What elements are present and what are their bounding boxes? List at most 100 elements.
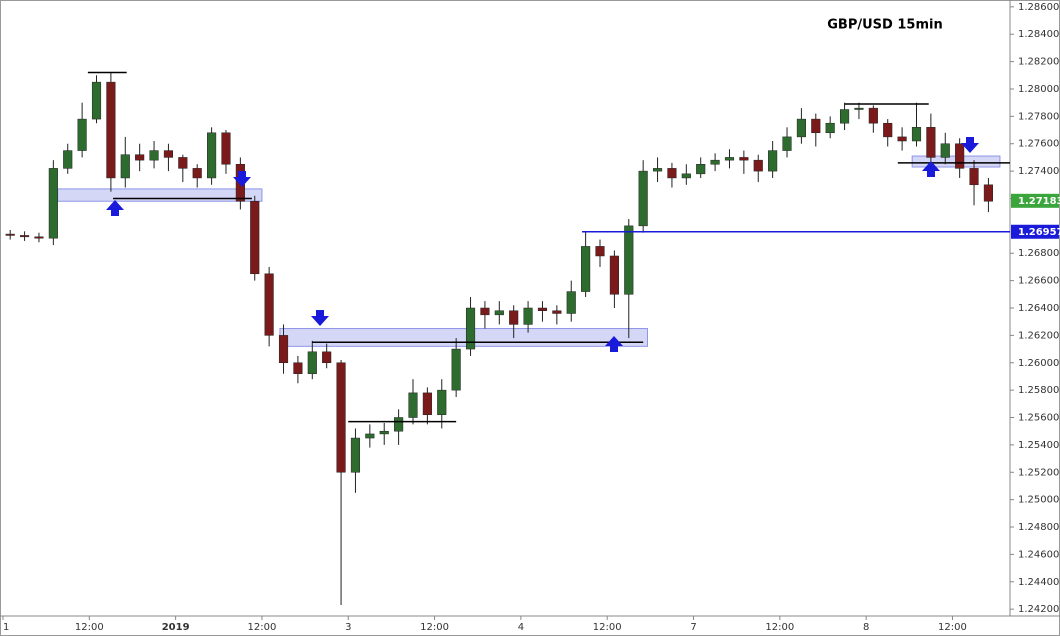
y-tick-label: 1.25400 bbox=[1018, 440, 1059, 451]
candle-body bbox=[753, 159, 763, 172]
candle-body bbox=[437, 389, 447, 416]
candle-body bbox=[796, 118, 806, 138]
price-label: 1.26957 bbox=[1018, 227, 1060, 238]
y-tick-label: 1.28600 bbox=[1018, 2, 1059, 13]
candle-body bbox=[638, 170, 648, 227]
candle-body bbox=[566, 291, 576, 314]
x-tick-label: 12:00 bbox=[75, 622, 104, 633]
candle-body bbox=[77, 118, 87, 151]
candle-body bbox=[192, 168, 202, 179]
candle-body bbox=[149, 150, 159, 161]
x-tick-label: 2019 bbox=[162, 622, 190, 633]
candle-body bbox=[264, 273, 274, 336]
arrow-down bbox=[233, 171, 251, 187]
candle-body bbox=[106, 81, 116, 179]
y-tick-label: 1.28200 bbox=[1018, 57, 1059, 68]
candle-body bbox=[969, 168, 979, 186]
x-tick-label: 12:00 bbox=[765, 622, 794, 633]
y-tick-label: 1.25800 bbox=[1018, 385, 1059, 396]
candle-body bbox=[609, 255, 619, 295]
candle-body bbox=[883, 122, 893, 138]
x-tick-label: 7 bbox=[690, 622, 696, 633]
candle-body bbox=[221, 132, 231, 165]
y-tick-label: 1.27600 bbox=[1018, 139, 1059, 150]
candle-body bbox=[48, 168, 58, 239]
candle-body bbox=[34, 236, 44, 239]
y-tick-label: 1.27400 bbox=[1018, 166, 1059, 177]
y-tick-label: 1.26000 bbox=[1018, 358, 1059, 369]
plot bbox=[5, 71, 1010, 606]
candle-body bbox=[811, 118, 821, 134]
x-tick-label: 3 bbox=[345, 622, 351, 633]
candle-body bbox=[365, 433, 375, 439]
candle-body bbox=[839, 109, 850, 124]
y-tick-label: 1.25600 bbox=[1018, 413, 1059, 424]
candle-body bbox=[379, 430, 389, 435]
x-tick-label: 12:00 bbox=[248, 622, 277, 633]
candle-body bbox=[624, 225, 634, 295]
x-tick-label: 12:00 bbox=[420, 622, 449, 633]
candle-body bbox=[509, 310, 519, 325]
candle-body bbox=[422, 392, 432, 416]
price-label-box bbox=[1011, 224, 1059, 239]
candle-body bbox=[897, 136, 907, 142]
candle-body bbox=[91, 81, 102, 120]
x-tick-label: 1 bbox=[3, 622, 9, 633]
x-tick-label: 12:00 bbox=[593, 622, 622, 633]
candle-body bbox=[552, 310, 562, 314]
candle-body bbox=[250, 200, 260, 275]
candle-body bbox=[652, 168, 663, 172]
arrow-up bbox=[922, 161, 940, 177]
candle-body bbox=[523, 307, 533, 325]
candle-body bbox=[322, 351, 332, 364]
y-tick-label: 1.24800 bbox=[1018, 522, 1059, 533]
y-tick-label: 1.26400 bbox=[1018, 303, 1059, 314]
zone bbox=[279, 328, 648, 347]
candle-body bbox=[120, 154, 130, 179]
candle-body bbox=[63, 150, 73, 169]
arrows bbox=[106, 137, 979, 352]
zone bbox=[57, 188, 263, 202]
candle-body bbox=[681, 173, 691, 179]
candle-body bbox=[408, 392, 418, 418]
candle-body bbox=[667, 168, 677, 179]
candle-body bbox=[20, 235, 30, 238]
price-label-box bbox=[1011, 193, 1059, 208]
candle-body bbox=[581, 246, 591, 292]
y-tick-label: 1.24400 bbox=[1018, 577, 1059, 588]
candle-body bbox=[940, 143, 950, 158]
y-tick-label: 1.25000 bbox=[1018, 495, 1059, 506]
candle-body bbox=[911, 127, 922, 142]
candle-body bbox=[983, 184, 993, 202]
candle-body bbox=[135, 154, 145, 161]
x-tick-label: 12:00 bbox=[938, 622, 967, 633]
candle-body bbox=[782, 136, 792, 151]
y-tick-label: 1.26800 bbox=[1018, 248, 1059, 259]
price-label: 1.27183 bbox=[1018, 196, 1060, 207]
y-tick-label: 1.24200 bbox=[1018, 604, 1059, 615]
candle-body bbox=[825, 122, 835, 134]
arrow-up bbox=[605, 336, 623, 352]
candle-body bbox=[207, 132, 217, 179]
candle-body bbox=[955, 143, 965, 169]
candle-body bbox=[480, 307, 490, 316]
arrow-down bbox=[961, 137, 979, 153]
candle-body bbox=[451, 348, 461, 391]
candle-body bbox=[494, 310, 504, 316]
y-tick-label: 1.25200 bbox=[1018, 467, 1059, 478]
candle-body bbox=[178, 157, 188, 169]
arrow-up bbox=[106, 200, 124, 216]
candle-body bbox=[768, 150, 778, 172]
candle-body bbox=[595, 246, 605, 257]
arrow-down bbox=[311, 310, 329, 326]
candle-body bbox=[336, 362, 346, 473]
candle-body bbox=[710, 159, 720, 165]
candle-body bbox=[465, 307, 476, 350]
y-tick-label: 1.24600 bbox=[1018, 549, 1059, 560]
candle-body bbox=[278, 335, 289, 364]
candle-body bbox=[350, 437, 361, 473]
candle-body bbox=[537, 307, 548, 311]
candle-body bbox=[854, 107, 864, 110]
candle-body bbox=[739, 157, 749, 161]
y-tick-label: 1.26600 bbox=[1018, 276, 1059, 287]
